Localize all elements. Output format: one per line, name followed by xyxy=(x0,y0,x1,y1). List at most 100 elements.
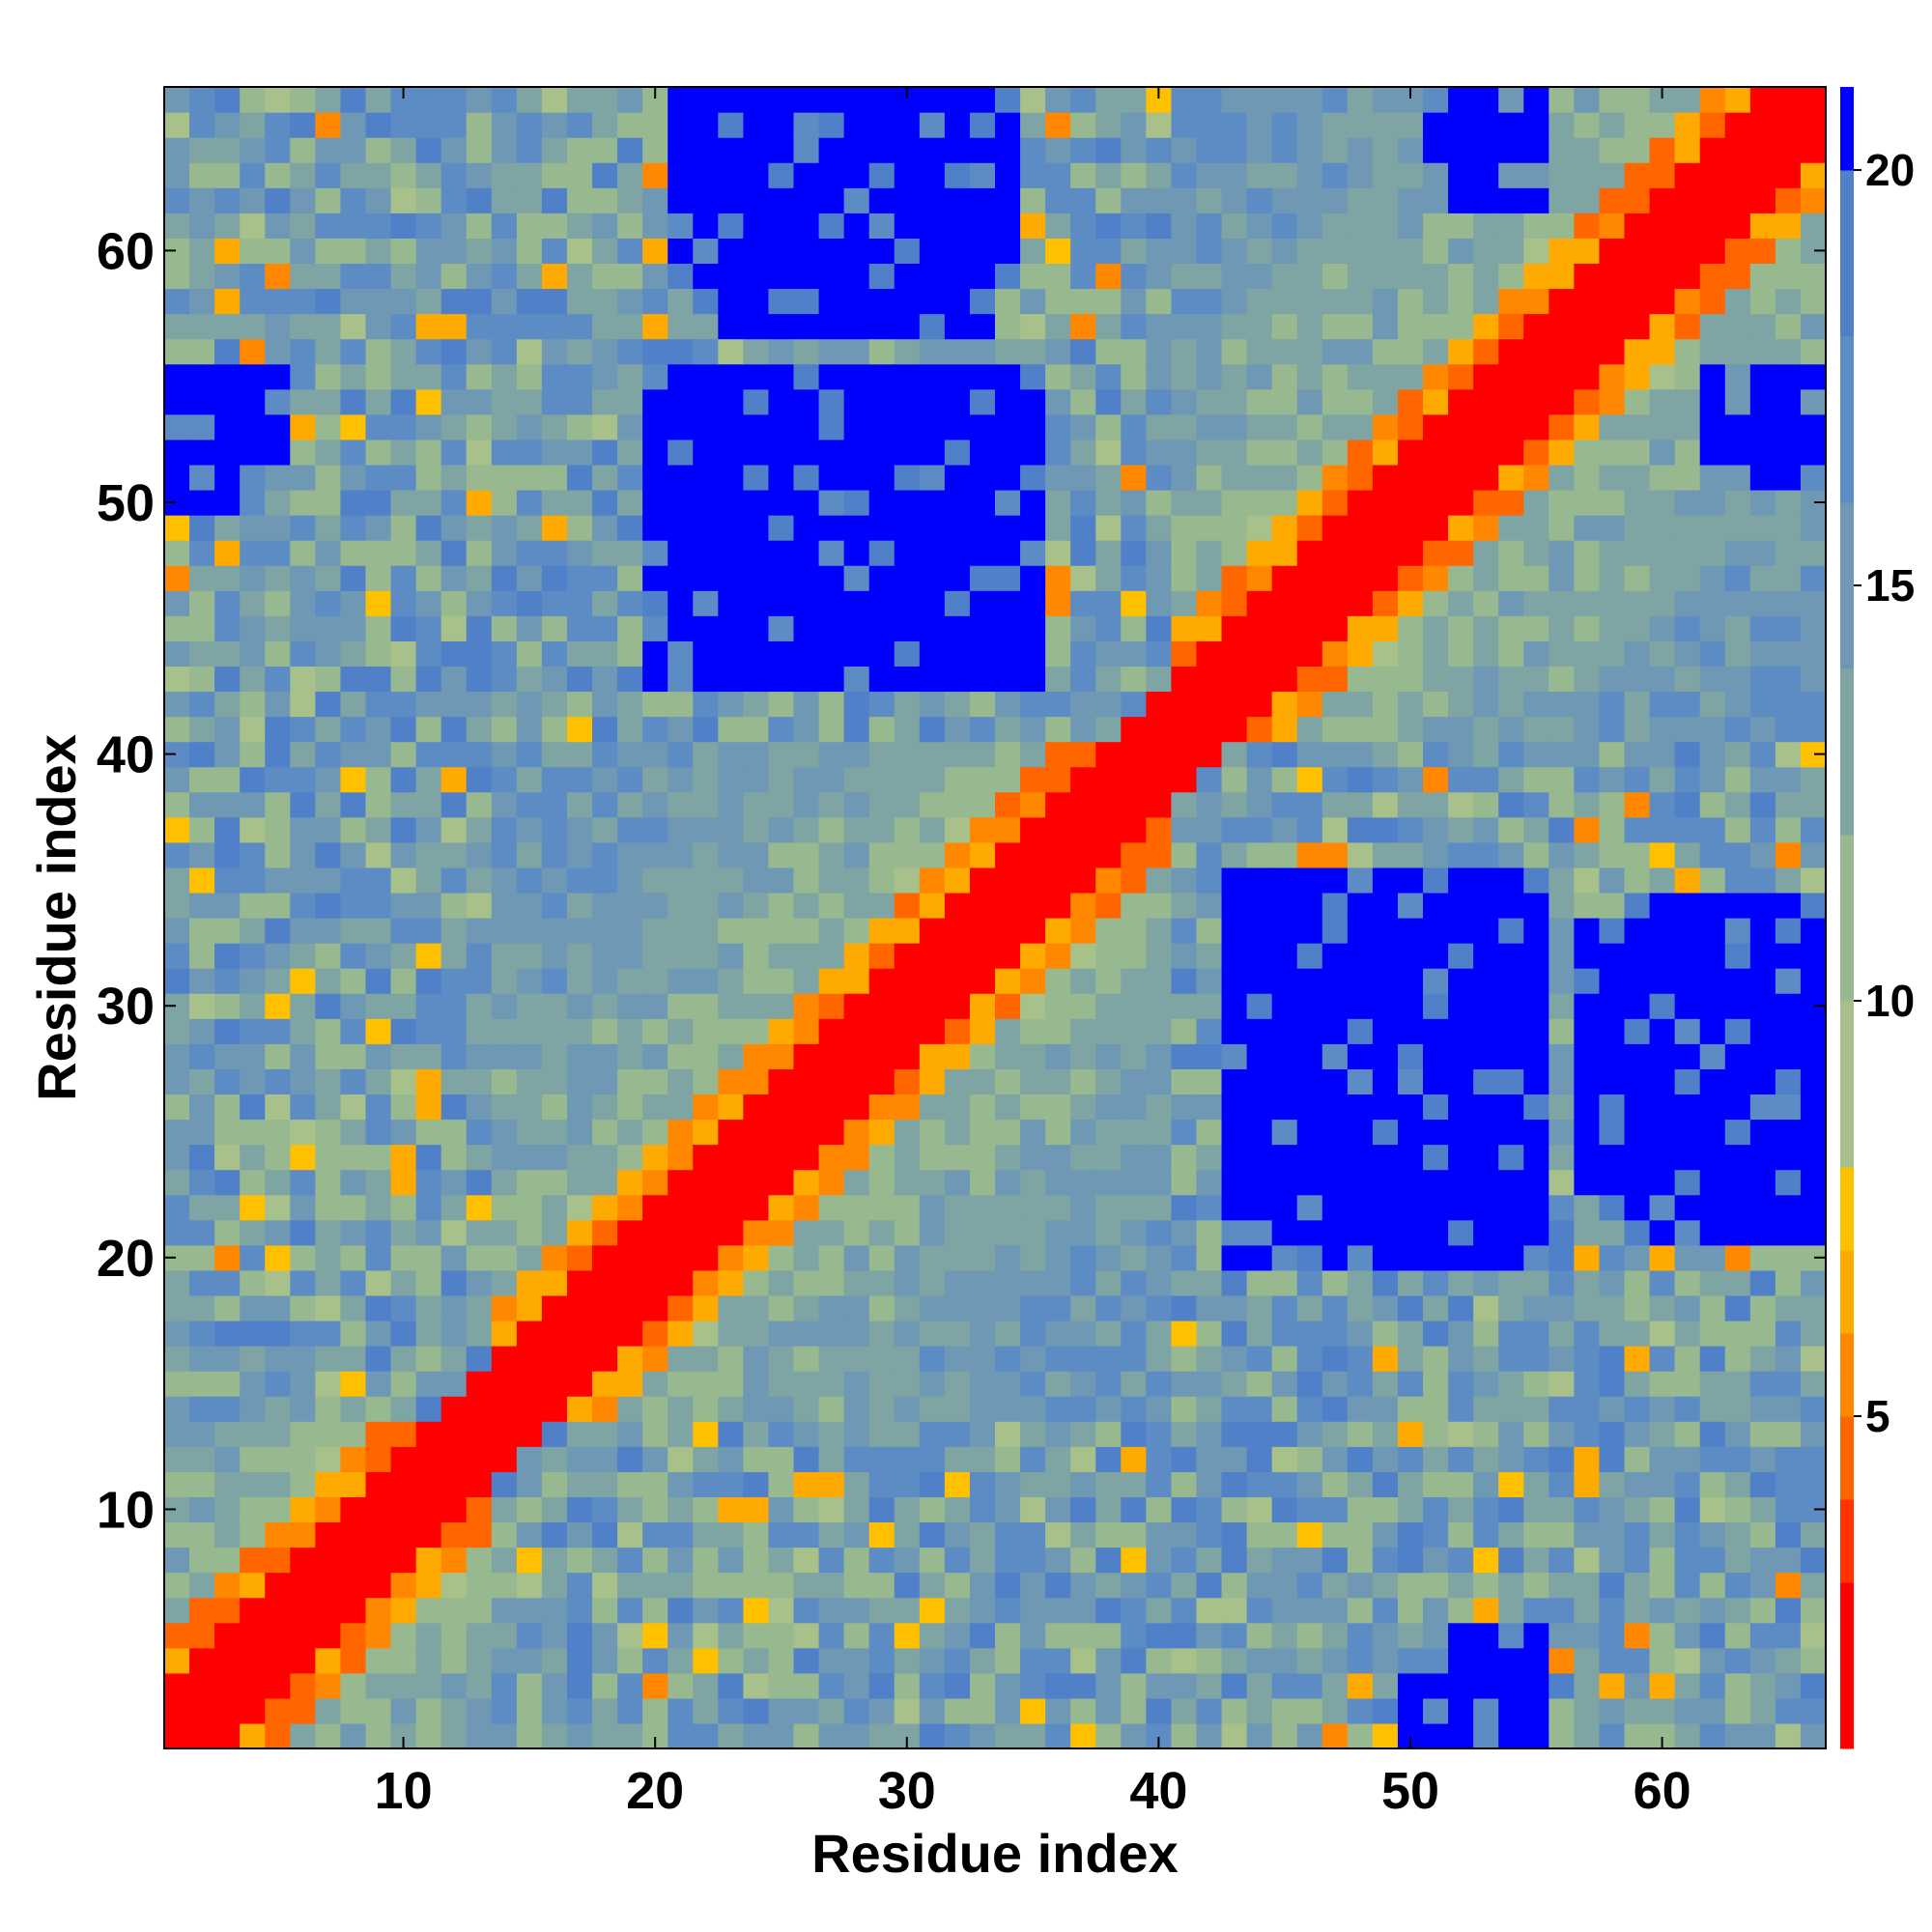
heatmap-cell xyxy=(340,1219,367,1246)
heatmap-cell xyxy=(969,1068,996,1095)
heatmap-cell xyxy=(1347,1018,1374,1044)
heatmap-cell xyxy=(818,1018,845,1044)
heatmap-cell xyxy=(617,615,643,641)
heatmap-cell xyxy=(1347,1597,1374,1624)
heatmap-cell xyxy=(1196,1144,1223,1171)
heatmap-cell xyxy=(1045,1194,1071,1221)
heatmap-cell xyxy=(995,1244,1021,1271)
heatmap-cell xyxy=(1775,1722,1802,1749)
y-tick-label: 60 xyxy=(97,222,155,280)
heatmap-cell xyxy=(1599,1496,1626,1523)
heatmap-cell xyxy=(693,489,719,516)
heatmap-cell xyxy=(868,87,895,113)
heatmap-cell xyxy=(1070,1572,1096,1599)
heatmap-cell xyxy=(315,565,342,591)
heatmap-cell xyxy=(491,1068,518,1095)
heatmap-cell xyxy=(340,741,367,768)
heatmap-cell xyxy=(1800,1471,1827,1497)
heatmap-cell xyxy=(440,1597,468,1624)
heatmap-cell xyxy=(995,1521,1021,1548)
heatmap-cell xyxy=(340,439,367,466)
heatmap-cell xyxy=(843,1722,870,1749)
heatmap-cell xyxy=(1448,766,1474,793)
heatmap-cell xyxy=(592,1018,618,1044)
heatmap-cell xyxy=(1070,993,1096,1019)
heatmap-cell xyxy=(1624,716,1651,743)
heatmap-cell xyxy=(566,943,593,969)
heatmap-cell xyxy=(1800,1572,1827,1599)
heatmap-cell xyxy=(1800,1346,1827,1372)
heatmap-cell xyxy=(1749,640,1776,667)
heatmap-cell xyxy=(1397,489,1424,516)
heatmap-cell xyxy=(642,1294,668,1321)
heatmap-cell xyxy=(995,87,1021,113)
heatmap-cell xyxy=(1296,1346,1323,1372)
heatmap-cell xyxy=(1347,590,1374,616)
heatmap-cell xyxy=(1347,187,1374,213)
heatmap-cell xyxy=(440,288,468,315)
heatmap-cell xyxy=(1246,363,1273,390)
heatmap-cell xyxy=(894,1194,921,1221)
heatmap-cell xyxy=(1699,1269,1726,1296)
heatmap-cell xyxy=(1171,112,1198,138)
heatmap-cell xyxy=(1221,867,1248,894)
heatmap-cell xyxy=(1321,1396,1349,1422)
heatmap-cell xyxy=(1246,691,1273,718)
heatmap-cell xyxy=(516,867,543,894)
heatmap-cell xyxy=(1775,363,1802,390)
heatmap-cell xyxy=(290,766,316,793)
heatmap-cell xyxy=(743,1269,770,1296)
heatmap-cell xyxy=(894,1547,921,1574)
heatmap-cell xyxy=(516,1547,543,1574)
heatmap-cell xyxy=(265,1446,291,1472)
heatmap-cell xyxy=(843,841,870,868)
heatmap-cell xyxy=(340,1094,367,1121)
heatmap-cell xyxy=(642,489,668,516)
heatmap-cell xyxy=(516,489,543,516)
heatmap-cell xyxy=(1649,439,1676,466)
heatmap-cell xyxy=(1321,464,1349,491)
heatmap-cell xyxy=(1347,691,1374,718)
heatmap-cell xyxy=(894,1169,921,1196)
heatmap-cell xyxy=(1347,1697,1374,1724)
heatmap-cell xyxy=(265,187,291,213)
heatmap-cell xyxy=(1070,1244,1096,1271)
colorbar-tick-label: 10 xyxy=(1865,976,1915,1026)
heatmap-cell xyxy=(1473,1572,1499,1599)
heatmap-cell xyxy=(1473,1697,1499,1724)
heatmap-cell xyxy=(315,741,342,768)
heatmap-cell xyxy=(818,918,845,944)
heatmap-cell xyxy=(1749,766,1776,793)
heatmap-cell xyxy=(1498,640,1524,667)
heatmap-cell xyxy=(995,1547,1021,1574)
heatmap-cell xyxy=(1498,1346,1524,1372)
heatmap-cell xyxy=(894,388,921,415)
heatmap-cell xyxy=(969,1496,996,1523)
heatmap-cell xyxy=(642,943,668,969)
heatmap-cell xyxy=(1020,1346,1046,1372)
heatmap-cell xyxy=(1649,413,1676,440)
heatmap-cell xyxy=(491,1722,518,1749)
heatmap-cell xyxy=(1171,1572,1198,1599)
heatmap-cell xyxy=(668,1521,694,1548)
heatmap-cell xyxy=(1699,1018,1726,1044)
heatmap-cell xyxy=(668,841,694,868)
heatmap-cell xyxy=(1473,162,1499,188)
heatmap-cell xyxy=(743,968,770,994)
heatmap-cell xyxy=(1775,87,1802,113)
heatmap-cell xyxy=(240,1647,266,1674)
heatmap-cell xyxy=(516,1521,543,1548)
heatmap-cell xyxy=(214,313,241,340)
heatmap-cell xyxy=(1347,1219,1374,1246)
heatmap-cell xyxy=(843,1496,870,1523)
heatmap-cell xyxy=(1699,1371,1726,1397)
heatmap-cell xyxy=(315,1018,342,1044)
heatmap-cell xyxy=(1624,615,1651,641)
heatmap-cell xyxy=(365,338,392,365)
heatmap-cell xyxy=(1095,666,1122,693)
heatmap-cell xyxy=(1171,1219,1198,1246)
heatmap-cell xyxy=(1020,666,1046,693)
heatmap-cell xyxy=(894,1446,921,1472)
heatmap-cell xyxy=(340,489,367,516)
heatmap-cell xyxy=(1800,439,1827,466)
